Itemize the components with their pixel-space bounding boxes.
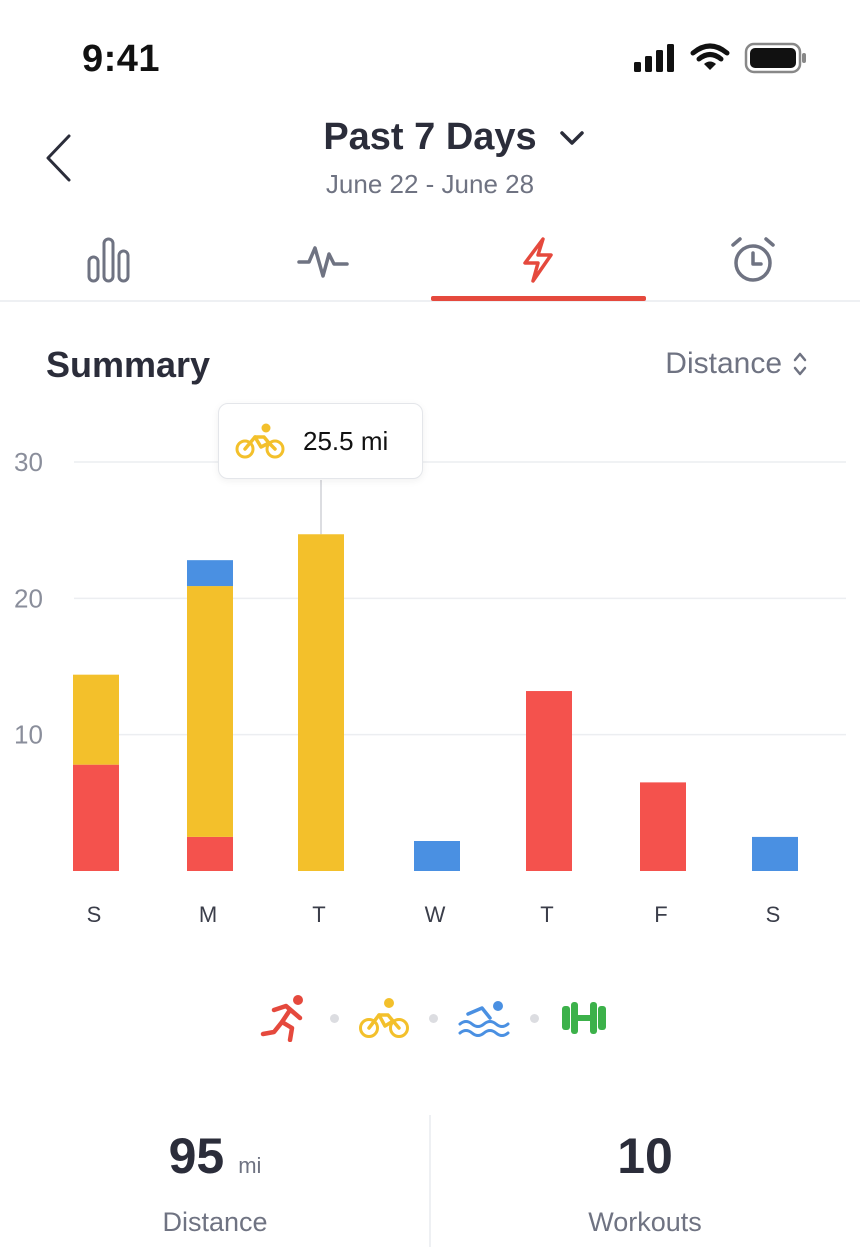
- tab-activity[interactable]: [431, 218, 645, 302]
- bar-swim: [752, 836, 798, 871]
- x-tick-label: S: [766, 902, 781, 927]
- y-tick-label: 10: [14, 720, 43, 750]
- distance-bar-chart: 10 20 30 S M T W T F S: [14, 447, 846, 927]
- x-tick-label: S: [87, 902, 102, 927]
- workouts-value: 10: [617, 1128, 673, 1184]
- distance-stat: 95 mi Distance: [0, 1127, 430, 1238]
- x-tick-label: F: [654, 902, 667, 927]
- tab-indicator: [431, 296, 646, 301]
- legend-separator: [529, 1013, 539, 1023]
- dumbbell-icon: [561, 1002, 606, 1034]
- back-button[interactable]: [36, 130, 80, 186]
- distance-unit: mi: [238, 1153, 262, 1178]
- y-tick-label: 30: [14, 447, 43, 477]
- header: Past 7 Days June 22 - June 28: [0, 116, 860, 200]
- legend-separator: [329, 1013, 339, 1023]
- chevron-down-icon: [559, 130, 584, 145]
- x-tick-label: T: [540, 902, 553, 927]
- bar-run: [526, 691, 572, 871]
- stats-section: 95 mi Distance 10 Workouts: [0, 1115, 860, 1247]
- chart-tooltip: 25.5 mi: [218, 403, 423, 479]
- tab-timer[interactable]: [646, 218, 860, 302]
- cycling-icon: [358, 998, 409, 1038]
- bar-chart-icon: [87, 237, 130, 283]
- heartbeat-icon: [297, 246, 349, 278]
- sort-arrows-icon: [793, 352, 807, 376]
- summary-title: Summary: [46, 344, 211, 385]
- cellular-signal-icon: [634, 44, 674, 72]
- running-icon: [260, 995, 303, 1042]
- alarm-clock-icon: [731, 237, 775, 282]
- swimming-icon: [458, 1001, 509, 1037]
- chevron-left-icon: [46, 134, 71, 182]
- bar-swim: [414, 841, 460, 871]
- distance-label: Distance: [162, 1207, 268, 1237]
- distance-value: 95: [168, 1128, 225, 1184]
- bar-cycle: [298, 534, 344, 871]
- period-selector[interactable]: Past 7 Days: [275, 116, 584, 159]
- cycling-icon: [235, 423, 285, 459]
- date-range: June 22 - June 28: [325, 169, 535, 199]
- bar-swim: [187, 560, 233, 587]
- metric-label: Distance: [665, 347, 782, 380]
- bar-run: [187, 836, 233, 871]
- activity-legend: [0, 988, 860, 1048]
- workouts-label: Workouts: [588, 1207, 702, 1237]
- x-tick-label: M: [199, 902, 217, 927]
- page-title: Past 7 Days: [323, 116, 537, 158]
- bar-cycle: [73, 674, 119, 765]
- workouts-stat: 10 Workouts: [430, 1127, 860, 1238]
- bar-cycle: [187, 586, 233, 837]
- tab-summary[interactable]: [2, 218, 216, 302]
- legend-separator: [428, 1013, 438, 1023]
- tab-heart-rate[interactable]: [216, 218, 430, 302]
- y-tick-label: 20: [14, 583, 43, 613]
- bar-run: [73, 764, 119, 871]
- status-icons: [634, 42, 808, 74]
- metric-selector[interactable]: Distance: [665, 347, 808, 381]
- battery-icon: [744, 42, 806, 74]
- x-tick-label: T: [312, 902, 325, 927]
- lightning-icon: [523, 237, 553, 283]
- tab-bar: [0, 218, 860, 302]
- bar-run: [640, 782, 686, 871]
- wifi-icon: [690, 43, 730, 70]
- status-time: 9:41: [82, 38, 161, 80]
- tooltip-value: 25.5 mi: [303, 425, 389, 456]
- stats-divider: [429, 1115, 431, 1247]
- x-tick-label: W: [425, 902, 446, 927]
